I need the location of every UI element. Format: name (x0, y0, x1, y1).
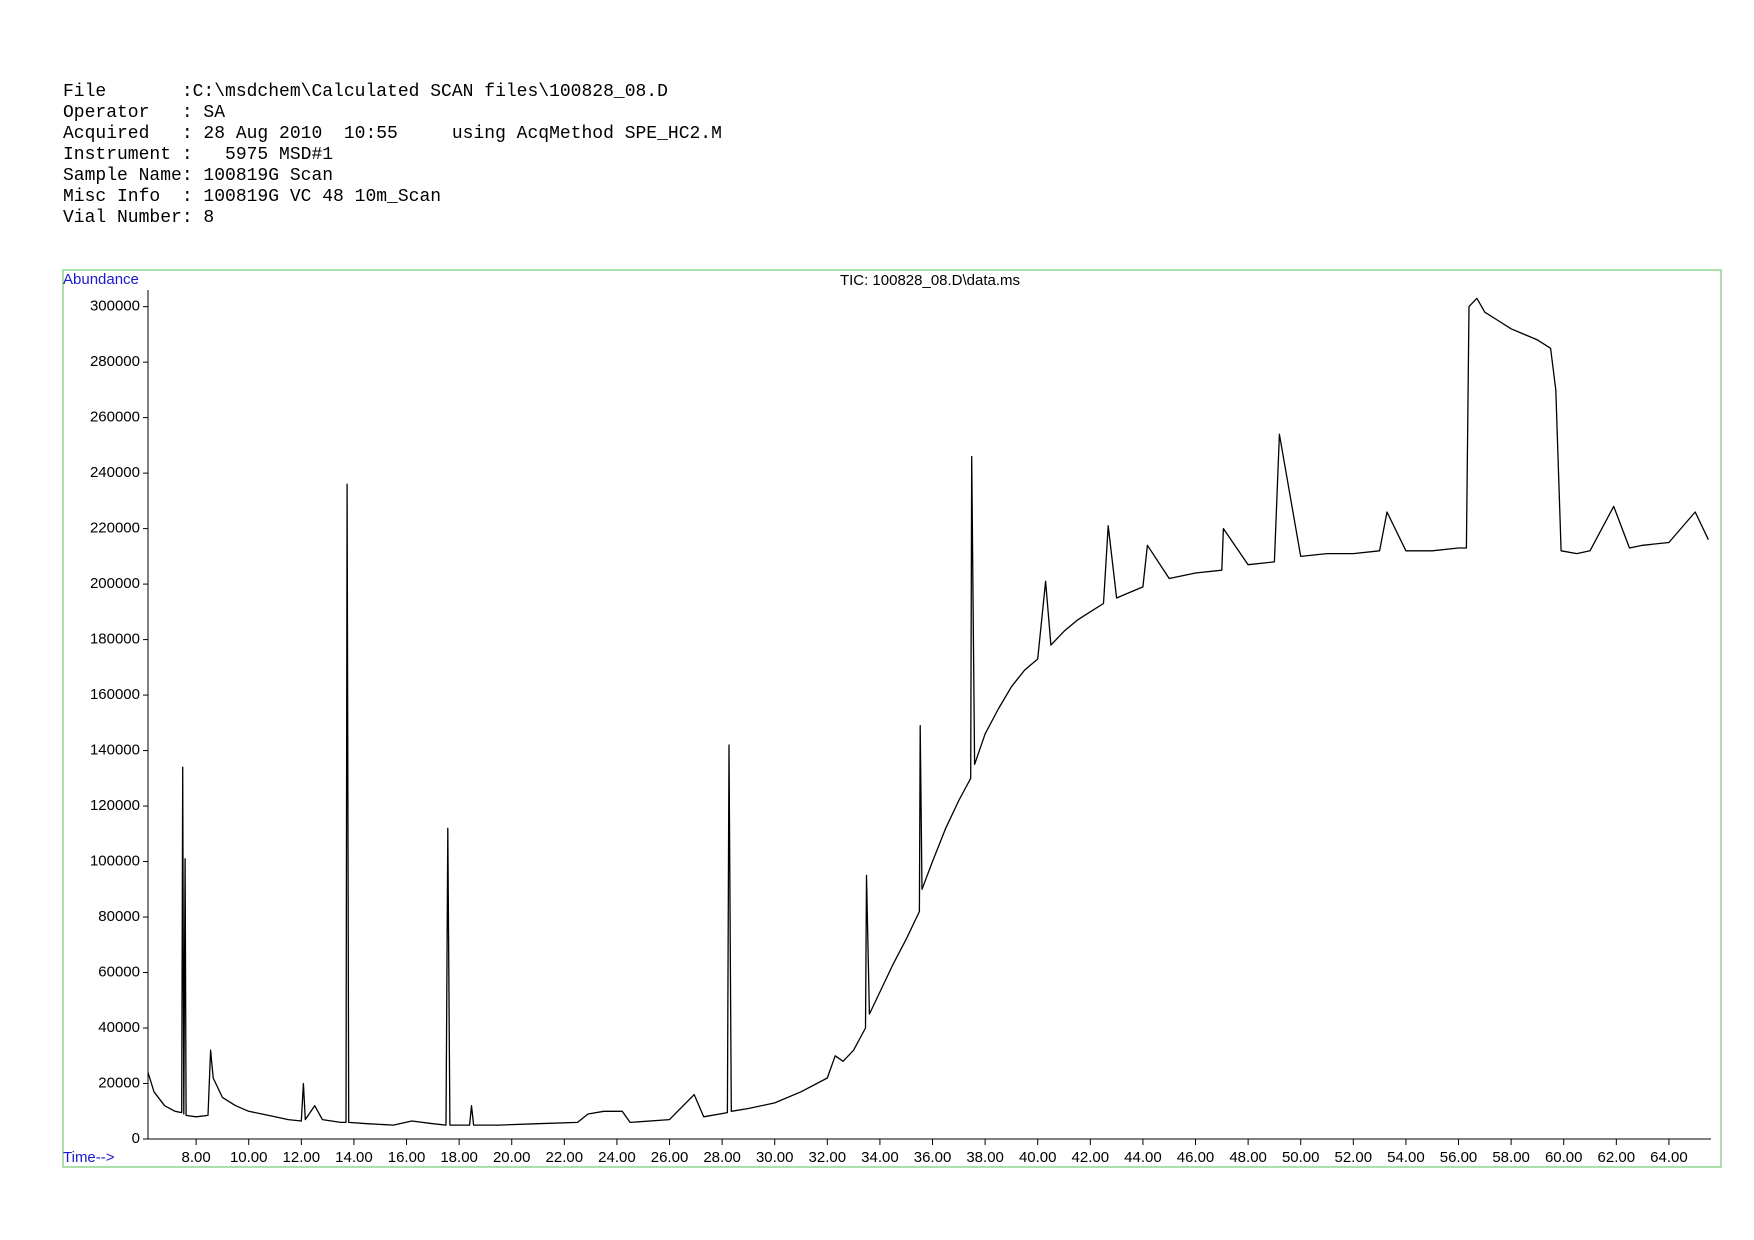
x-tick-label: 62.00 (1598, 1149, 1636, 1166)
x-tick-label: 44.00 (1124, 1149, 1162, 1166)
x-tick-label: 28.00 (703, 1149, 741, 1166)
header-line: Misc Info : 100819G VC 48 10m_Scan (63, 187, 442, 207)
x-tick-label: 40.00 (1019, 1149, 1057, 1166)
y-tick-label: 60000 (98, 963, 140, 980)
y-tick-label: 100000 (90, 853, 140, 870)
x-tick-label: 36.00 (914, 1149, 952, 1166)
y-tick-label: 160000 (90, 686, 140, 703)
y-tick-label: 280000 (90, 353, 140, 370)
plot-frame (62, 269, 1722, 1168)
y-tick-label: 180000 (90, 631, 140, 648)
x-tick-label: 48.00 (1229, 1149, 1267, 1166)
y-tick-label: 40000 (98, 1019, 140, 1036)
y-tick-label: 140000 (90, 742, 140, 759)
file-header: File :C:\msdchem\Calculated SCAN files\1… (63, 82, 722, 229)
header-line: Operator : SA (63, 103, 226, 123)
header-line: Acquired : 28 Aug 2010 10:55 using AcqMe… (63, 124, 722, 144)
x-tick-label: 64.00 (1650, 1149, 1688, 1166)
y-axis-label: Abundance (63, 271, 139, 288)
x-tick-label: 58.00 (1492, 1149, 1530, 1166)
y-tick-label: 120000 (90, 797, 140, 814)
x-tick-label: 30.00 (756, 1149, 794, 1166)
header-line: Sample Name: 100819G Scan (63, 166, 334, 186)
x-axis-label: Time--> (63, 1149, 115, 1166)
x-tick-label: 16.00 (388, 1149, 426, 1166)
tic-trace (147, 297, 1709, 1126)
x-tick-label: 46.00 (1177, 1149, 1215, 1166)
x-tick-label: 32.00 (809, 1149, 847, 1166)
x-tick-label: 10.00 (230, 1149, 268, 1166)
header-line: Instrument : 5975 MSD#1 (63, 145, 334, 165)
y-tick-label: 240000 (90, 464, 140, 481)
x-tick-label: 42.00 (1072, 1149, 1110, 1166)
x-tick-label: 22.00 (546, 1149, 584, 1166)
header-line: Vial Number: 8 (63, 208, 215, 228)
x-tick-label: 14.00 (335, 1149, 373, 1166)
header-line: File :C:\msdchem\Calculated SCAN files\1… (63, 82, 668, 102)
x-tick-label: 38.00 (966, 1149, 1004, 1166)
y-tick-label: 260000 (90, 409, 140, 426)
y-tick-label: 220000 (90, 520, 140, 537)
x-tick-label: 24.00 (598, 1149, 636, 1166)
x-tick-label: 34.00 (861, 1149, 899, 1166)
x-tick-label: 26.00 (651, 1149, 689, 1166)
y-tick-label: 0 (132, 1130, 140, 1147)
y-tick-label: 300000 (90, 298, 140, 315)
x-tick-label: 20.00 (493, 1149, 531, 1166)
y-tick-label: 80000 (98, 908, 140, 925)
y-tick-label: 20000 (98, 1074, 140, 1091)
x-tick-label: 52.00 (1335, 1149, 1373, 1166)
y-tick-label: 200000 (90, 575, 140, 592)
x-tick-label: 54.00 (1387, 1149, 1425, 1166)
chart-title: TIC: 100828_08.D\data.ms (840, 272, 1020, 289)
x-tick-label: 18.00 (440, 1149, 478, 1166)
x-tick-label: 50.00 (1282, 1149, 1320, 1166)
x-tick-label: 60.00 (1545, 1149, 1583, 1166)
x-tick-label: 56.00 (1440, 1149, 1478, 1166)
x-tick-label: 8.00 (182, 1149, 211, 1166)
x-tick-label: 12.00 (283, 1149, 321, 1166)
